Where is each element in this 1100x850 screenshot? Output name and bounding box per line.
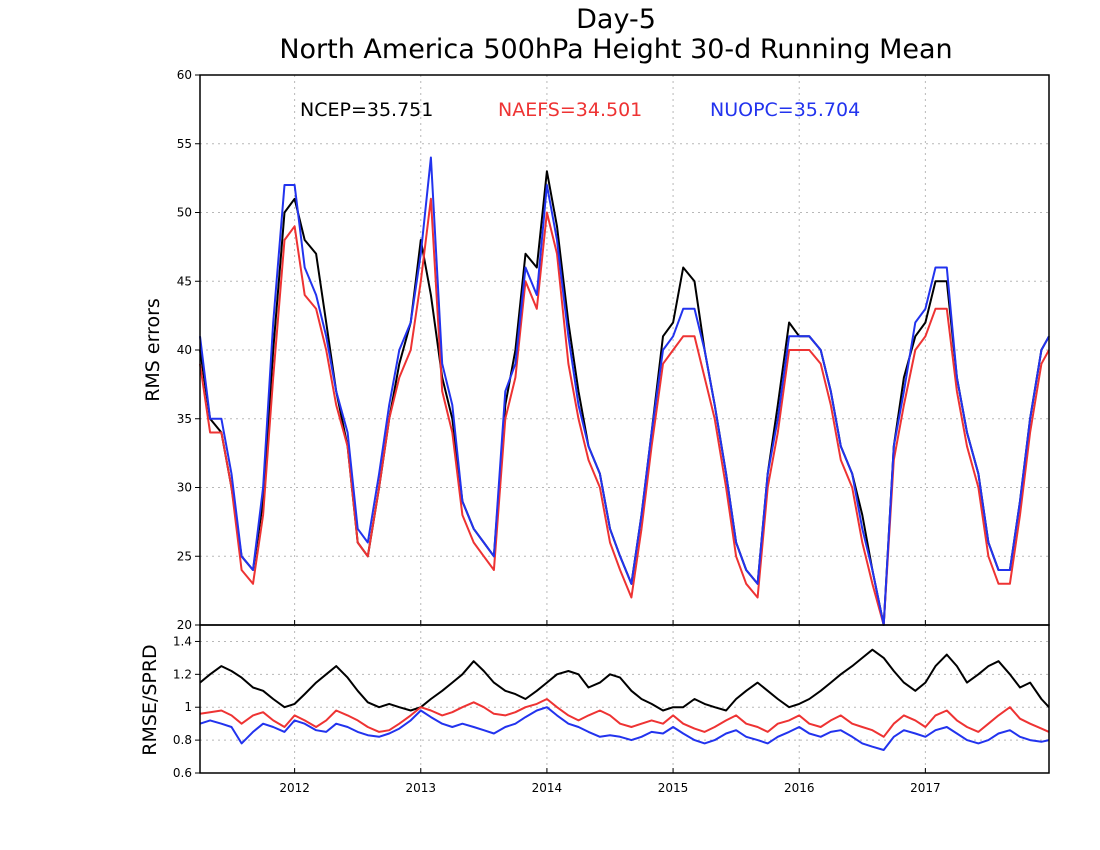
bottom-series-line-1 bbox=[199, 698, 1050, 738]
bottom-x-tick-label: 2013 bbox=[405, 781, 436, 795]
top-y-tick-label: 35 bbox=[177, 412, 192, 426]
bottom-panel: 0.6 0.8 1 1.2 1.4 2012 2013 2014 2015 2016 2017 bbox=[173, 624, 1050, 795]
top-series-line-2 bbox=[199, 156, 1050, 626]
top-y-tick-label: 25 bbox=[177, 549, 192, 563]
top-y-tick-label: 20 bbox=[177, 618, 192, 632]
legend-naefs: NAEFS=34.501 bbox=[498, 99, 642, 121]
top-y-tick-label: 30 bbox=[177, 481, 192, 495]
bottom-y-tick-label: 1.2 bbox=[173, 667, 192, 681]
bottom-x-tick-label: 2017 bbox=[910, 781, 941, 795]
bottom-x-tick-label: 2015 bbox=[658, 781, 689, 795]
chart-subtitle: North America 500hPa Height 30-d Running… bbox=[279, 34, 952, 65]
legend-nuopc: NUOPC=35.704 bbox=[710, 99, 860, 121]
bottom-y-tick-label: 0.8 bbox=[173, 733, 192, 747]
bottom-x-tick-label: 2014 bbox=[532, 781, 563, 795]
bottom-y-tick-label: 1.4 bbox=[173, 634, 192, 648]
top-series-line-1 bbox=[199, 197, 1050, 626]
top-panel: 20 25 30 35 40 45 50 55 60 bbox=[177, 68, 1050, 632]
top-y-tick-label: 45 bbox=[177, 274, 192, 288]
bottom-y-tick-label: 1 bbox=[184, 700, 192, 714]
top-y-axis-label: RMS errors bbox=[142, 298, 164, 402]
chart-title: Day-5 bbox=[576, 4, 656, 35]
bottom-y-tick-label: 0.6 bbox=[173, 766, 192, 780]
top-y-tick-label: 60 bbox=[177, 68, 192, 82]
bottom-series-line-0 bbox=[199, 648, 1050, 712]
top-y-tick-label: 40 bbox=[177, 343, 192, 357]
legend-ncep: NCEP=35.751 bbox=[300, 99, 433, 121]
bottom-x-tick-label: 2012 bbox=[279, 781, 310, 795]
top-y-tick-label: 50 bbox=[177, 206, 192, 220]
bottom-plot-frame bbox=[199, 624, 1050, 774]
bottom-x-tick-label: 2016 bbox=[784, 781, 815, 795]
top-series-line-0 bbox=[199, 170, 1050, 626]
bottom-y-axis-label: RMSE/SPRD bbox=[139, 644, 161, 755]
bottom-series-line-2 bbox=[199, 706, 1050, 751]
top-y-tick-label: 55 bbox=[177, 137, 192, 151]
